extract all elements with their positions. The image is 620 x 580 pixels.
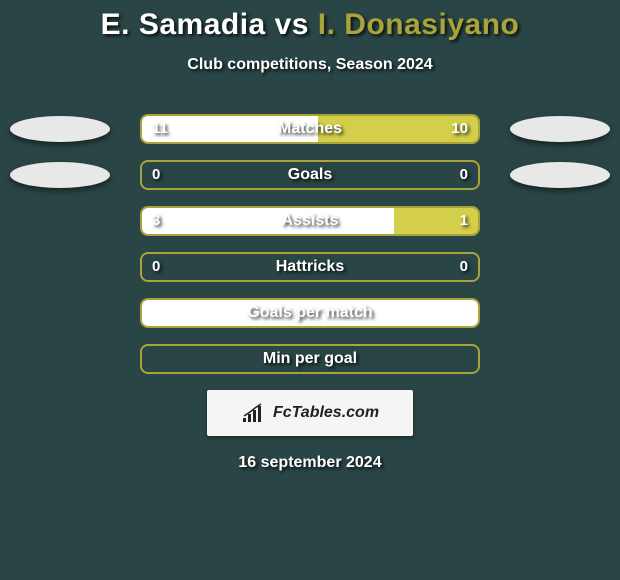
stat-label: Hattricks bbox=[142, 254, 478, 280]
vs-text: vs bbox=[275, 8, 309, 41]
player2-badge-oval bbox=[510, 116, 610, 142]
stat-row: Min per goal bbox=[0, 344, 620, 374]
stat-value-player2: 0 bbox=[460, 162, 468, 188]
brand-logo-icon bbox=[241, 402, 267, 424]
player1-name: E. Samadia bbox=[101, 8, 266, 41]
player2-badge-oval bbox=[510, 162, 610, 188]
stat-value-player2: 0 bbox=[460, 254, 468, 280]
stat-bar: Hattricks0 0 bbox=[140, 252, 480, 282]
comparison-card: E. Samadia vs I. Donasiyano Club competi… bbox=[0, 0, 620, 472]
player1-badge-oval bbox=[10, 162, 110, 188]
stat-label: Goals bbox=[142, 162, 478, 188]
player2-name: I. Donasiyano bbox=[318, 8, 520, 41]
stat-value-player1: 11 bbox=[152, 116, 168, 142]
stat-value-player2: 1 bbox=[460, 208, 468, 234]
stat-bar: Matches11 10 bbox=[140, 114, 480, 144]
stat-bar: Goals0 0 bbox=[140, 160, 480, 190]
footer-date: 16 september 2024 bbox=[0, 454, 620, 472]
player1-badge-oval bbox=[10, 116, 110, 142]
stat-label: Assists bbox=[142, 208, 478, 234]
subtitle: Club competitions, Season 2024 bbox=[0, 56, 620, 74]
brand-badge: FcTables.com bbox=[207, 390, 413, 436]
stat-rows: Matches1110Goals00Assists31Hattricks00Go… bbox=[0, 114, 620, 374]
stat-value-player1: 3 bbox=[152, 208, 160, 234]
stat-row: Matches11 10 bbox=[0, 114, 620, 144]
stat-value-player1: 0 bbox=[152, 254, 160, 280]
stat-row: Goals per match bbox=[0, 298, 620, 328]
stat-row: Goals0 0 bbox=[0, 160, 620, 190]
stat-bar: Assists3 1 bbox=[140, 206, 480, 236]
stat-bar: Goals per match bbox=[140, 298, 480, 328]
stat-label: Matches bbox=[142, 116, 478, 142]
stat-row: Hattricks0 0 bbox=[0, 252, 620, 282]
brand-text: FcTables.com bbox=[273, 404, 379, 422]
page-title: E. Samadia vs I. Donasiyano bbox=[0, 8, 620, 42]
stat-value-player2: 10 bbox=[451, 116, 468, 142]
stat-label: Min per goal bbox=[142, 346, 478, 372]
stat-value-player1: 0 bbox=[152, 162, 160, 188]
stat-bar: Min per goal bbox=[140, 344, 480, 374]
stat-label: Goals per match bbox=[142, 300, 478, 326]
stat-row: Assists3 1 bbox=[0, 206, 620, 236]
